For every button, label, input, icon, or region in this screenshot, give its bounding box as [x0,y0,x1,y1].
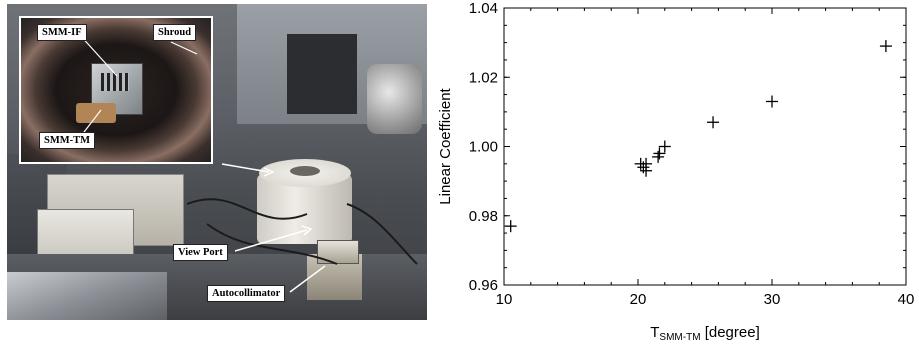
lab-foil-bundle [367,64,422,134]
lab-foil-floor [7,272,167,320]
y-tick-label: 0.98 [469,208,498,225]
label-shroud: Shroud [153,24,197,41]
y-tick-label: 0.96 [469,277,498,294]
y-tick-label: 1.00 [469,139,498,156]
x-axis-label-main: T [650,324,659,341]
label-view-port: View Port [173,244,228,261]
x-tick-label: 20 [630,291,647,308]
axis-ticks: 0.96 0.98 1.00 1.02 1.04 10 20 30 40 [469,0,915,308]
y-tick-label: 1.02 [469,69,498,86]
label-smm-tm: SMM-TM [39,132,96,149]
inset-harness [76,103,116,123]
x-axis-label: TSMM-TM [degree] [650,324,760,343]
label-autocollimator: Autocollimator [207,285,286,302]
data-points [504,40,892,233]
data-point-marker [504,220,517,233]
data-point-marker [637,161,650,174]
x-tick-label: 10 [496,291,513,308]
linear-coefficient-chart: 0.96 0.98 1.00 1.02 1.04 10 20 30 40 Linear Coef… [430,0,919,344]
x-axis-label-sub: SMM-TM [659,332,700,343]
inset-grid [101,73,129,91]
data-point-marker [640,157,653,170]
y-axis-label: Linear Coefficient [437,87,454,204]
inset-pointer-lines [78,33,198,137]
vacuum-chamber-lid-port [290,166,320,176]
data-point-marker [707,116,720,129]
data-point-marker [652,150,665,163]
lab-equipment-rack [287,34,357,114]
label-smm-if: SMM-IF [37,24,87,41]
plot-frame [503,7,907,286]
y-tick-label: 1.04 [469,0,498,17]
x-tick-label: 40 [898,291,915,308]
x-tick-label: 30 [764,291,781,308]
data-point-marker [766,95,778,108]
data-point-marker [653,147,666,160]
chart-svg: 0.96 0.98 1.00 1.02 1.04 10 20 30 40 Linear Coef… [437,0,915,343]
cables-overlay [186,163,418,293]
data-point-marker [658,140,671,153]
x-axis-label-unit: [degree] [701,324,760,341]
experiment-photo: SMM-IF Shroud SMM-TM View Port Autocolli… [7,4,427,320]
data-point-marker [879,40,892,53]
